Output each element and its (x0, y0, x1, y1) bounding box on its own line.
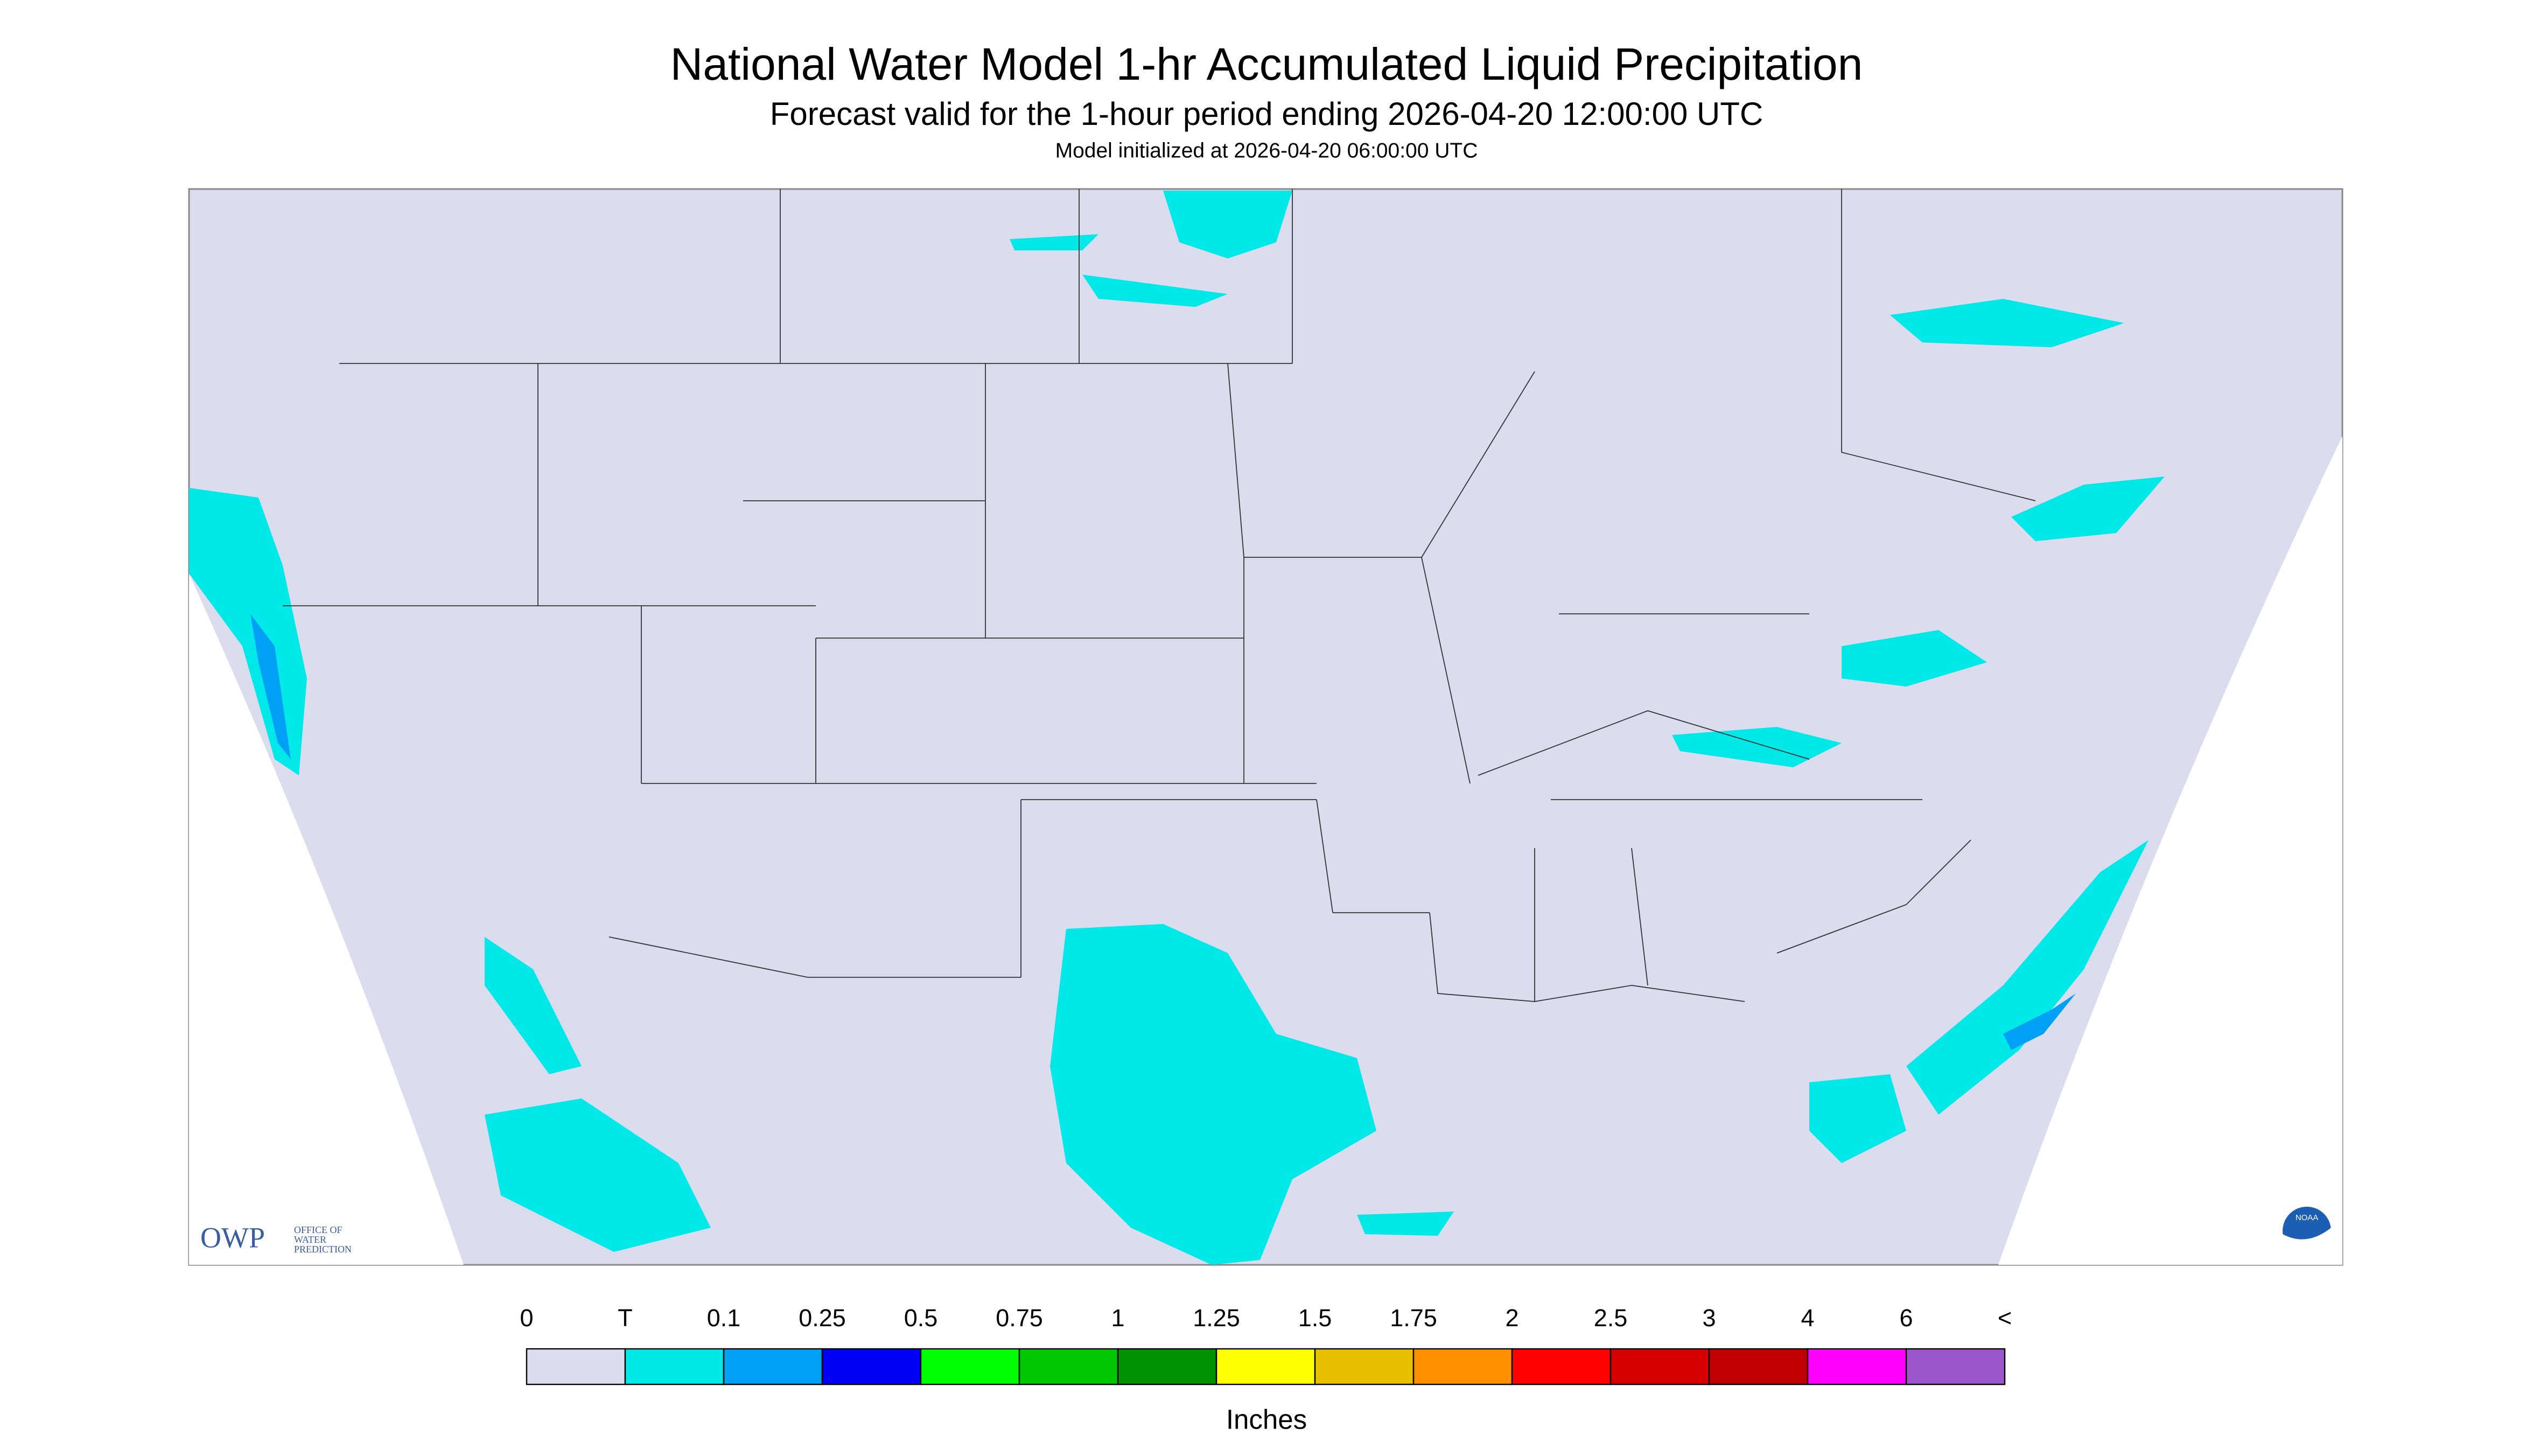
legend-unit: Inches (1226, 1404, 1307, 1434)
legend-label: 0 (520, 1304, 533, 1332)
outside-domain (1998, 436, 2342, 1265)
legend-label: 0.75 (996, 1304, 1043, 1332)
legend-swatch (723, 1348, 823, 1385)
precip-area (1672, 727, 1842, 768)
legend-label: 1 (1111, 1304, 1124, 1332)
legend-swatch (1018, 1348, 1119, 1385)
precip-area (1050, 924, 1376, 1265)
legend-label: < (1998, 1304, 2012, 1332)
legend-swatch (1807, 1348, 1907, 1385)
legend-label: 4 (1801, 1304, 1814, 1332)
precip-area (1842, 630, 1987, 687)
precip-area (1890, 299, 2124, 348)
precip-area (1906, 840, 2149, 1115)
precip-area (1809, 1074, 1906, 1164)
precip-area (1010, 234, 1098, 251)
map (188, 188, 2343, 1266)
legend-swatch (1314, 1348, 1415, 1385)
legend-label: 0.5 (904, 1304, 938, 1332)
noaa-text: NOAA (2296, 1213, 2319, 1222)
title: National Water Model 1-hr Accumulated Li… (670, 39, 1863, 89)
legend-label: 2 (1505, 1304, 1519, 1332)
legend: 0 T 0.1 0.25 0.5 0.75 1 1.25 1.5 1.75 2 2.5 3 4 6 < (520, 1304, 2012, 1385)
legend-swatch (1905, 1348, 2006, 1385)
legend-swatch (920, 1348, 1020, 1385)
noaa-wave (2283, 1228, 2332, 1256)
precip-areas-heavier (250, 614, 2076, 1051)
legend-swatch (1117, 1348, 1217, 1385)
legend-label: 3 (1702, 1304, 1716, 1332)
legend-swatch (526, 1348, 626, 1385)
legend-label: 0.25 (799, 1304, 846, 1332)
owp-name: OFFICE OF (294, 1224, 342, 1235)
precip-area (2011, 477, 2165, 542)
owp-logo: OWP OFFICE OF WATER PREDICTION (200, 1221, 352, 1255)
owp-name: WATER (294, 1234, 326, 1245)
subtitle: Forecast valid for the 1-hour period end… (770, 96, 1763, 132)
noaa-logo: NOAA (2283, 1207, 2332, 1256)
legend-swatch (1610, 1348, 1710, 1385)
owp-logo-text: OWP (200, 1221, 265, 1254)
precip-area (485, 1098, 711, 1252)
boundaries (283, 189, 2036, 1002)
state-lines (283, 363, 1971, 1002)
legend-label: 1.75 (1390, 1304, 1437, 1332)
legend-swatch (821, 1348, 922, 1385)
precip-area (250, 614, 291, 760)
precip-areas (189, 191, 2165, 1265)
legend-swatch (1412, 1348, 1513, 1385)
legend-swatch (1708, 1348, 1809, 1385)
precip-area (2003, 993, 2076, 1051)
legend-label: 2.5 (1594, 1304, 1628, 1332)
legend-label: 1.5 (1298, 1304, 1332, 1332)
precip-area (485, 937, 582, 1075)
precip-area (1357, 1212, 1454, 1236)
legend-label: 6 (1899, 1304, 1913, 1332)
legend-label: T (618, 1304, 633, 1332)
legend-swatch (1511, 1348, 1612, 1385)
outside-domain (189, 573, 464, 1265)
init-time: Model initialized at 2026-04-20 06:00:00… (1055, 139, 1478, 162)
legend-swatch (624, 1348, 725, 1385)
border-lines (780, 189, 2036, 501)
legend-label: 0.1 (707, 1304, 741, 1332)
legend-swatch (1215, 1348, 1316, 1385)
owp-name: PREDICTION (294, 1244, 352, 1255)
legend-label: 1.25 (1193, 1304, 1240, 1332)
precip-area (1163, 191, 1292, 259)
precip-area (1082, 275, 1228, 307)
